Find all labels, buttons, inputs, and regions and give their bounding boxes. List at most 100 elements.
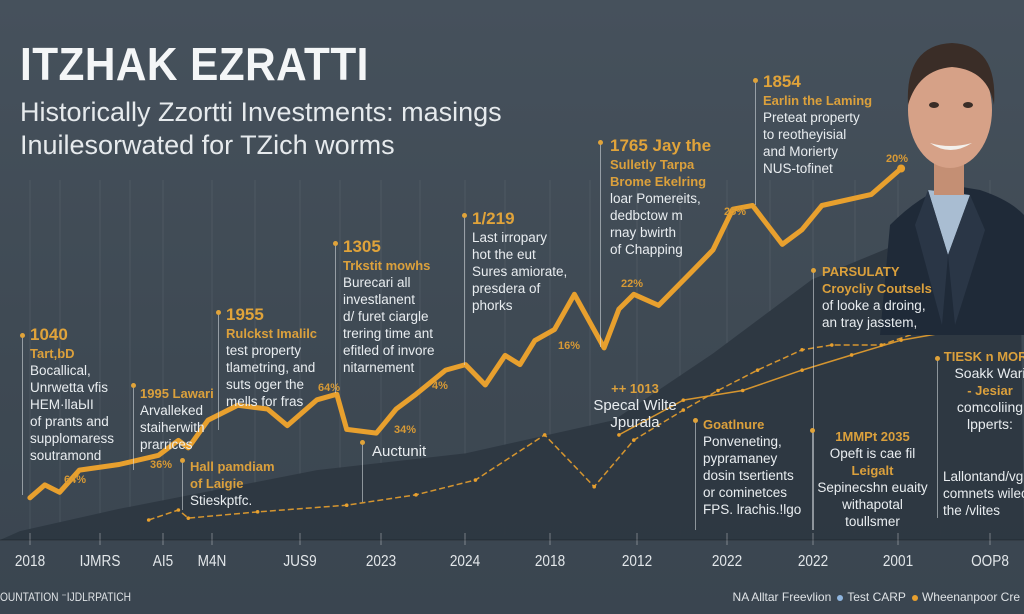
legend-item: Wheenanpoor Cre <box>911 590 1020 604</box>
series-point <box>186 516 191 520</box>
x-tick-label: 2018 <box>534 553 566 570</box>
annotation-body: an tray jasstem, <box>822 315 918 330</box>
annotation-year: 1/219 <box>472 209 515 228</box>
series-point <box>414 493 418 497</box>
annotation-year: 1854 <box>763 72 801 91</box>
data-label: 16% <box>558 340 581 352</box>
series-point <box>255 510 260 514</box>
annotation-body: or cominetces <box>703 485 788 500</box>
annotation-1305: 1305 Trkstit mowhs Burecari all investlanen… <box>343 237 435 376</box>
annotation-head: Earlin the Laming <box>763 93 873 108</box>
x-tick-label: 2022 <box>797 553 829 570</box>
annotation-line <box>811 268 816 530</box>
annotation-body: tlametring, and <box>226 360 316 375</box>
annotation-body: staiherwith <box>140 420 205 435</box>
series-point <box>755 368 760 372</box>
annotation-body: NUS-tofinet <box>763 161 833 176</box>
series-point <box>800 348 804 352</box>
shirt-collar <box>928 190 970 255</box>
footer-source: OUNTATION ⁻IJDLRPATICH <box>0 590 132 604</box>
annotation-1219: 1/219 Last irropary hot the eut Sures amior… <box>472 209 567 314</box>
annotation-body: and Morierty <box>763 144 839 159</box>
legend-item: NA Alltar Freevlion <box>733 590 832 604</box>
series-point <box>740 388 745 393</box>
series-point <box>473 478 478 482</box>
data-label: 20% <box>886 153 909 165</box>
x-tick-label: 2012 <box>621 553 653 570</box>
series-point <box>146 518 151 522</box>
annotation-1013: ++ 1013 Specal Wilte Jpurala <box>590 380 680 431</box>
annotation-head: 1MMPt 2035 <box>835 429 910 444</box>
lapel-left <box>915 190 948 325</box>
annotation-body: lpperts: <box>967 416 1013 432</box>
x-tick-label: 2018 <box>14 553 46 570</box>
annotation-body: Sures amiorate, <box>472 264 568 279</box>
annotation-body: loar Pomereits, <box>610 191 701 206</box>
annotation-body: rnay bwirth <box>610 225 677 240</box>
annotation-body: withapotal <box>842 497 903 512</box>
annotation-head: 1995 Lawari <box>140 386 214 401</box>
annotation-body: Burecari all <box>343 275 411 290</box>
data-label: 4% <box>432 380 448 392</box>
annotation-head: Hall pamdiam <box>190 459 275 474</box>
annotation-head: TIESK n MORE <box>943 349 1024 364</box>
annotation-head: Tart,bD <box>30 346 75 361</box>
eye-right <box>963 102 973 108</box>
annotation-body: suts oger the <box>226 377 305 392</box>
annotation-1765: 1765 Jay the Sulletly Tarpa Brome Ekelring… <box>610 136 711 258</box>
annotation-body: test property <box>226 343 302 358</box>
x-tick-label: 2024 <box>449 553 481 570</box>
annotation-body: phorks <box>472 298 513 313</box>
annotation-body: dedbctow m <box>610 208 683 223</box>
annotation-body: mells for fras <box>226 394 304 409</box>
lapel-right <box>948 195 985 325</box>
legend-label: Wheenanpoor Cre <box>921 590 1020 604</box>
legend: NA Alltar Freevlion Test CARP Wheenanpoo… <box>733 590 1020 604</box>
annotation-line <box>180 458 185 510</box>
annotation-body: supplomaress <box>30 431 115 446</box>
annotation-body: efitled of invore <box>343 343 435 358</box>
annotation-body: of prants and <box>30 414 109 429</box>
annotation-body: pypramaney <box>703 451 778 466</box>
annotation-body: trering time ant <box>343 326 434 341</box>
eye-left <box>929 102 939 108</box>
annotation-head: Leigalt <box>851 463 894 478</box>
series-end-point <box>897 164 906 173</box>
annotation-head: Rulckst Imalilc <box>226 326 318 341</box>
annotation-body: FPS. lrachis.!lgo <box>703 502 802 517</box>
main-series-line <box>27 166 904 501</box>
annotation-body: Ponveneting, <box>703 434 782 449</box>
annotation-body: Stieskptfc. <box>190 493 253 508</box>
annotation-body: Lallontand/vga <box>943 469 1024 484</box>
annotation-head: PARSULATY <box>822 264 900 279</box>
annotation-body: toullsmer <box>845 514 900 529</box>
annotation-line <box>753 78 758 205</box>
annotation-line <box>333 241 338 393</box>
data-label: 36% <box>150 459 173 471</box>
series-point <box>830 343 834 347</box>
annotation-body: d/ furet ciargle <box>343 309 429 324</box>
data-label: 22% <box>621 278 644 290</box>
x-tick-label: JUS9 <box>283 553 317 570</box>
annotation-body: Soakk Wari <box>954 365 1024 381</box>
annotation-body: Sepinecshn euaity <box>817 480 928 495</box>
annotation-2035: 1MMPt 2035 Opeft is cae fil Leigalt Sepinec… <box>810 428 935 530</box>
annotation-year: 1765 Jay the <box>610 136 712 155</box>
data-label: 64% <box>318 382 341 394</box>
series-point <box>849 353 854 357</box>
annotation-line <box>935 356 940 518</box>
data-label: 64% <box>64 474 87 486</box>
annotation-1995: 1995 Lawari Arvalleked staiherwith prarrice… <box>140 385 214 453</box>
annotation-lallontand: Lallontand/vga comnets wilec the /vlites <box>943 468 1024 519</box>
annotation-body: Auctunit <box>372 443 427 460</box>
x-tick-label: AI5 <box>152 553 174 570</box>
annotation-body: prarrices <box>140 437 193 452</box>
legend-item: Test CARP <box>837 590 906 604</box>
annotation-1854: 1854 Earlin the Laming Preteat property to … <box>763 72 872 177</box>
legend-dot-icon <box>837 595 844 601</box>
annotation-body: Preteat property <box>763 110 860 125</box>
annotation-body: of looke a droing, <box>822 298 926 313</box>
series-point <box>716 388 720 393</box>
annotation-head: Brome Ekelring <box>610 174 707 189</box>
annotation-line <box>216 310 221 430</box>
